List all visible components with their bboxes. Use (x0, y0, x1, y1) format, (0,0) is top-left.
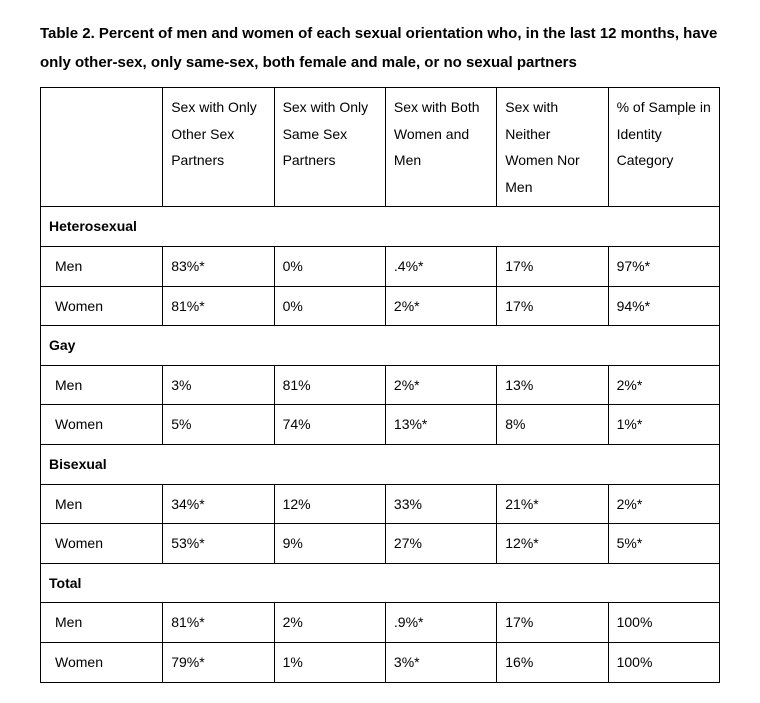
row-label: Men (41, 365, 163, 405)
data-cell: .4%* (385, 246, 496, 286)
data-cell: 13% (497, 365, 608, 405)
row-label: Men (41, 603, 163, 643)
data-cell: 2% (274, 603, 385, 643)
data-cell: 3% (163, 365, 274, 405)
data-cell: 83%* (163, 246, 274, 286)
data-cell: 21%* (497, 484, 608, 524)
section-row: Total (41, 563, 720, 603)
data-cell: 2%* (608, 484, 719, 524)
row-label: Men (41, 484, 163, 524)
data-cell: 34%* (163, 484, 274, 524)
section-label: Bisexual (41, 444, 720, 484)
data-cell: 94%* (608, 286, 719, 326)
data-cell: 12%* (497, 524, 608, 564)
data-cell: 27% (385, 524, 496, 564)
table-title: Table 2. Percent of men and women of eac… (40, 20, 720, 77)
section-row: Bisexual (41, 444, 720, 484)
data-cell: 0% (274, 286, 385, 326)
section-row: Gay (41, 326, 720, 366)
data-row: Men83%*0%.4%*17%97%* (41, 246, 720, 286)
data-cell: 100% (608, 642, 719, 682)
data-cell: .9%* (385, 603, 496, 643)
section-row: Heterosexual (41, 207, 720, 247)
data-row: Women79%*1%3%*16%100% (41, 642, 720, 682)
data-table: Sex with Only Other Sex Partners Sex wit… (40, 87, 720, 683)
row-label: Women (41, 286, 163, 326)
row-label: Men (41, 246, 163, 286)
data-cell: 17% (497, 286, 608, 326)
data-cell: 17% (497, 603, 608, 643)
data-cell: 8% (497, 405, 608, 445)
data-row: Women5%74%13%*8%1%* (41, 405, 720, 445)
data-row: Men3%81%2%*13%2%* (41, 365, 720, 405)
section-label: Heterosexual (41, 207, 720, 247)
data-cell: 9% (274, 524, 385, 564)
data-cell: 3%* (385, 642, 496, 682)
data-cell: 1% (274, 642, 385, 682)
data-cell: 13%* (385, 405, 496, 445)
section-label: Total (41, 563, 720, 603)
data-cell: 74% (274, 405, 385, 445)
row-label: Women (41, 642, 163, 682)
col-header: Sex with Only Other Sex Partners (163, 88, 274, 207)
header-row: Sex with Only Other Sex Partners Sex wit… (41, 88, 720, 207)
col-header: Sex with Neither Women Nor Men (497, 88, 608, 207)
row-label: Women (41, 524, 163, 564)
data-cell: 2%* (608, 365, 719, 405)
data-row: Men34%*12%33%21%*2%* (41, 484, 720, 524)
col-header: Sex with Only Same Sex Partners (274, 88, 385, 207)
data-cell: 100% (608, 603, 719, 643)
data-cell: 2%* (385, 365, 496, 405)
section-label: Gay (41, 326, 720, 366)
data-cell: 33% (385, 484, 496, 524)
data-cell: 2%* (385, 286, 496, 326)
data-cell: 0% (274, 246, 385, 286)
header-blank (41, 88, 163, 207)
data-cell: 81% (274, 365, 385, 405)
data-cell: 81%* (163, 603, 274, 643)
data-cell: 1%* (608, 405, 719, 445)
col-header: Sex with Both Women and Men (385, 88, 496, 207)
data-cell: 53%* (163, 524, 274, 564)
data-row: Men81%*2%.9%*17%100% (41, 603, 720, 643)
data-cell: 81%* (163, 286, 274, 326)
col-header: % of Sample in Identity Category (608, 88, 719, 207)
data-cell: 16% (497, 642, 608, 682)
data-row: Women81%*0%2%*17%94%* (41, 286, 720, 326)
data-cell: 5% (163, 405, 274, 445)
data-cell: 12% (274, 484, 385, 524)
data-cell: 79%* (163, 642, 274, 682)
row-label: Women (41, 405, 163, 445)
data-cell: 97%* (608, 246, 719, 286)
data-cell: 5%* (608, 524, 719, 564)
data-cell: 17% (497, 246, 608, 286)
data-row: Women53%*9%27%12%*5%* (41, 524, 720, 564)
